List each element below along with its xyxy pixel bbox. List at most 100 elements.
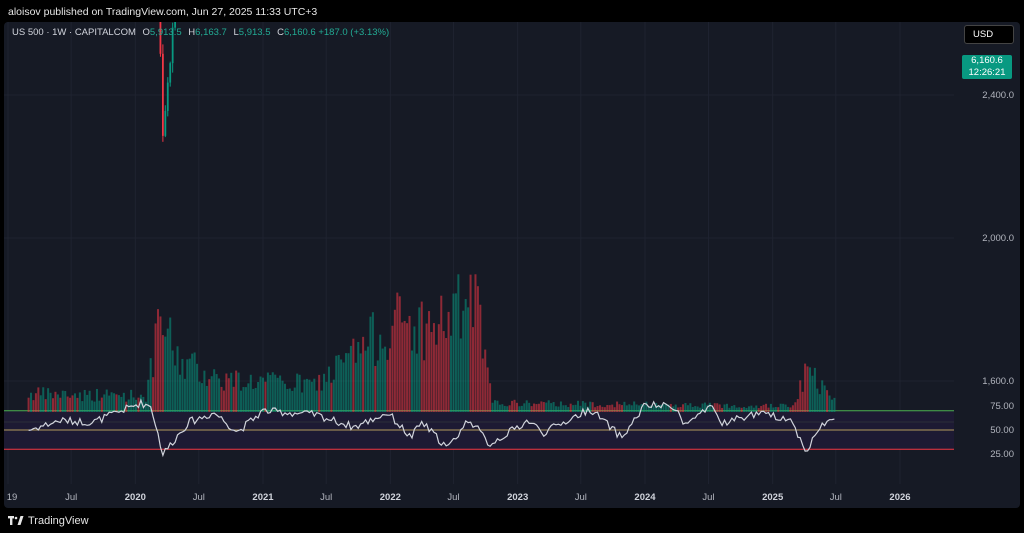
volume-bar	[638, 405, 641, 412]
volume-bar	[435, 344, 438, 412]
volume-bar	[222, 390, 225, 412]
volume-bar	[428, 311, 431, 412]
volume-bar	[52, 398, 55, 412]
volume-bar	[410, 350, 413, 412]
volume-bar	[269, 375, 272, 412]
volume-bar	[806, 366, 809, 412]
volume-bar	[525, 400, 528, 412]
symbol-legend[interactable]: US 500 · 1W · CAPITALCOM O5,913.5 H6,163…	[12, 27, 389, 38]
chart-pane[interactable]: 1,600.02,000.02,400.02,800.03,200.03,600…	[4, 22, 1020, 508]
volume-bar	[667, 404, 670, 412]
volume-bar	[635, 404, 638, 412]
chart-svg[interactable]: 1,600.02,000.02,400.02,800.03,200.03,600…	[4, 22, 1020, 508]
time-tick-label: 2023	[507, 492, 528, 503]
bar-countdown: 12:26:21	[968, 67, 1006, 78]
volume-bar	[384, 346, 387, 412]
volume-bar	[100, 397, 103, 412]
volume-bar	[64, 390, 67, 412]
currency-button[interactable]: USD	[964, 25, 1014, 44]
time-tick-label: Jul	[193, 492, 205, 503]
volume-bar	[293, 387, 296, 412]
volume-bar	[369, 316, 372, 412]
volume-bar	[557, 406, 560, 412]
volume-bar	[545, 402, 548, 412]
volume-bar	[425, 323, 428, 412]
volume-bar	[823, 385, 826, 412]
candle-body	[164, 110, 167, 136]
volume-bar	[769, 403, 772, 412]
candle-body	[169, 63, 172, 83]
volume-bar	[305, 378, 308, 412]
volume-bar	[108, 395, 111, 412]
volume-bar	[161, 335, 164, 412]
volume-bar	[826, 390, 829, 412]
brand[interactable]: TradingView	[8, 515, 89, 527]
header: aloisov published on TradingView.com, Ju…	[0, 0, 1024, 22]
volume-bar	[550, 403, 553, 412]
symbol-name[interactable]: US 500 · 1W · CAPITALCOM	[12, 27, 136, 38]
candle-body	[161, 53, 164, 136]
volume-bar	[98, 400, 101, 412]
volume-bar	[569, 403, 572, 412]
volume-bar	[652, 405, 655, 412]
volume-bar	[381, 348, 384, 412]
volume-bar	[728, 407, 731, 412]
volume-bar	[188, 358, 191, 412]
volume-bar	[721, 407, 724, 412]
volume-bar	[391, 325, 394, 412]
price-tick-label: 2,400.0	[982, 90, 1014, 101]
volume-bar	[398, 296, 401, 412]
volume-bar	[596, 406, 599, 412]
volume-bar	[81, 401, 84, 412]
volume-bar	[618, 404, 621, 412]
volume-bar	[467, 307, 470, 412]
volume-bar	[59, 397, 62, 412]
volume-bar	[249, 374, 252, 412]
volume-bar	[230, 372, 233, 412]
author-line: aloisov published on TradingView.com, Ju…	[8, 6, 318, 18]
volume-bar	[69, 397, 72, 412]
volume-bar	[71, 395, 74, 412]
volume-bar	[73, 393, 76, 412]
volume-bar	[450, 335, 453, 412]
volume-bar	[271, 372, 274, 412]
volume-bar	[725, 403, 728, 412]
volume-bar	[708, 402, 711, 412]
volume-bar	[393, 309, 396, 412]
volume-bar	[56, 394, 59, 412]
volume-bar	[120, 396, 123, 412]
volume-bar	[178, 374, 181, 412]
time-tick-label: Jul	[447, 492, 459, 503]
volume-bar	[313, 378, 316, 412]
time-tick-label: Jul	[830, 492, 842, 503]
volume-bar	[650, 405, 653, 412]
volume-bar	[481, 358, 484, 412]
volume-bar	[323, 373, 326, 412]
volume-bar	[682, 404, 685, 412]
volume-bar	[218, 378, 221, 412]
volume-bar	[760, 406, 763, 412]
volume-bar	[765, 403, 768, 412]
volume-bar	[152, 377, 155, 412]
volume-bar	[730, 405, 733, 412]
time-tick-label: 2022	[380, 492, 401, 503]
high-label: H	[188, 27, 196, 38]
volume-bar	[684, 402, 687, 412]
volume-bar	[288, 388, 291, 412]
volume-bar	[37, 387, 40, 412]
volume-bar	[711, 407, 714, 412]
volume-bar	[413, 326, 416, 412]
volume-bar	[796, 399, 799, 412]
volume-bar	[262, 377, 265, 412]
volume-bar	[701, 403, 704, 412]
close-label: C	[277, 27, 284, 38]
volume-bar	[88, 390, 91, 412]
volume-bar	[252, 388, 255, 412]
volume-bar	[555, 406, 558, 412]
volume-bar	[787, 406, 790, 412]
time-tick-label: Jul	[65, 492, 77, 503]
time-tick-label: 2021	[252, 492, 274, 503]
volume-bar	[542, 402, 545, 412]
volume-bar	[804, 363, 807, 412]
volume-bar	[244, 387, 247, 412]
